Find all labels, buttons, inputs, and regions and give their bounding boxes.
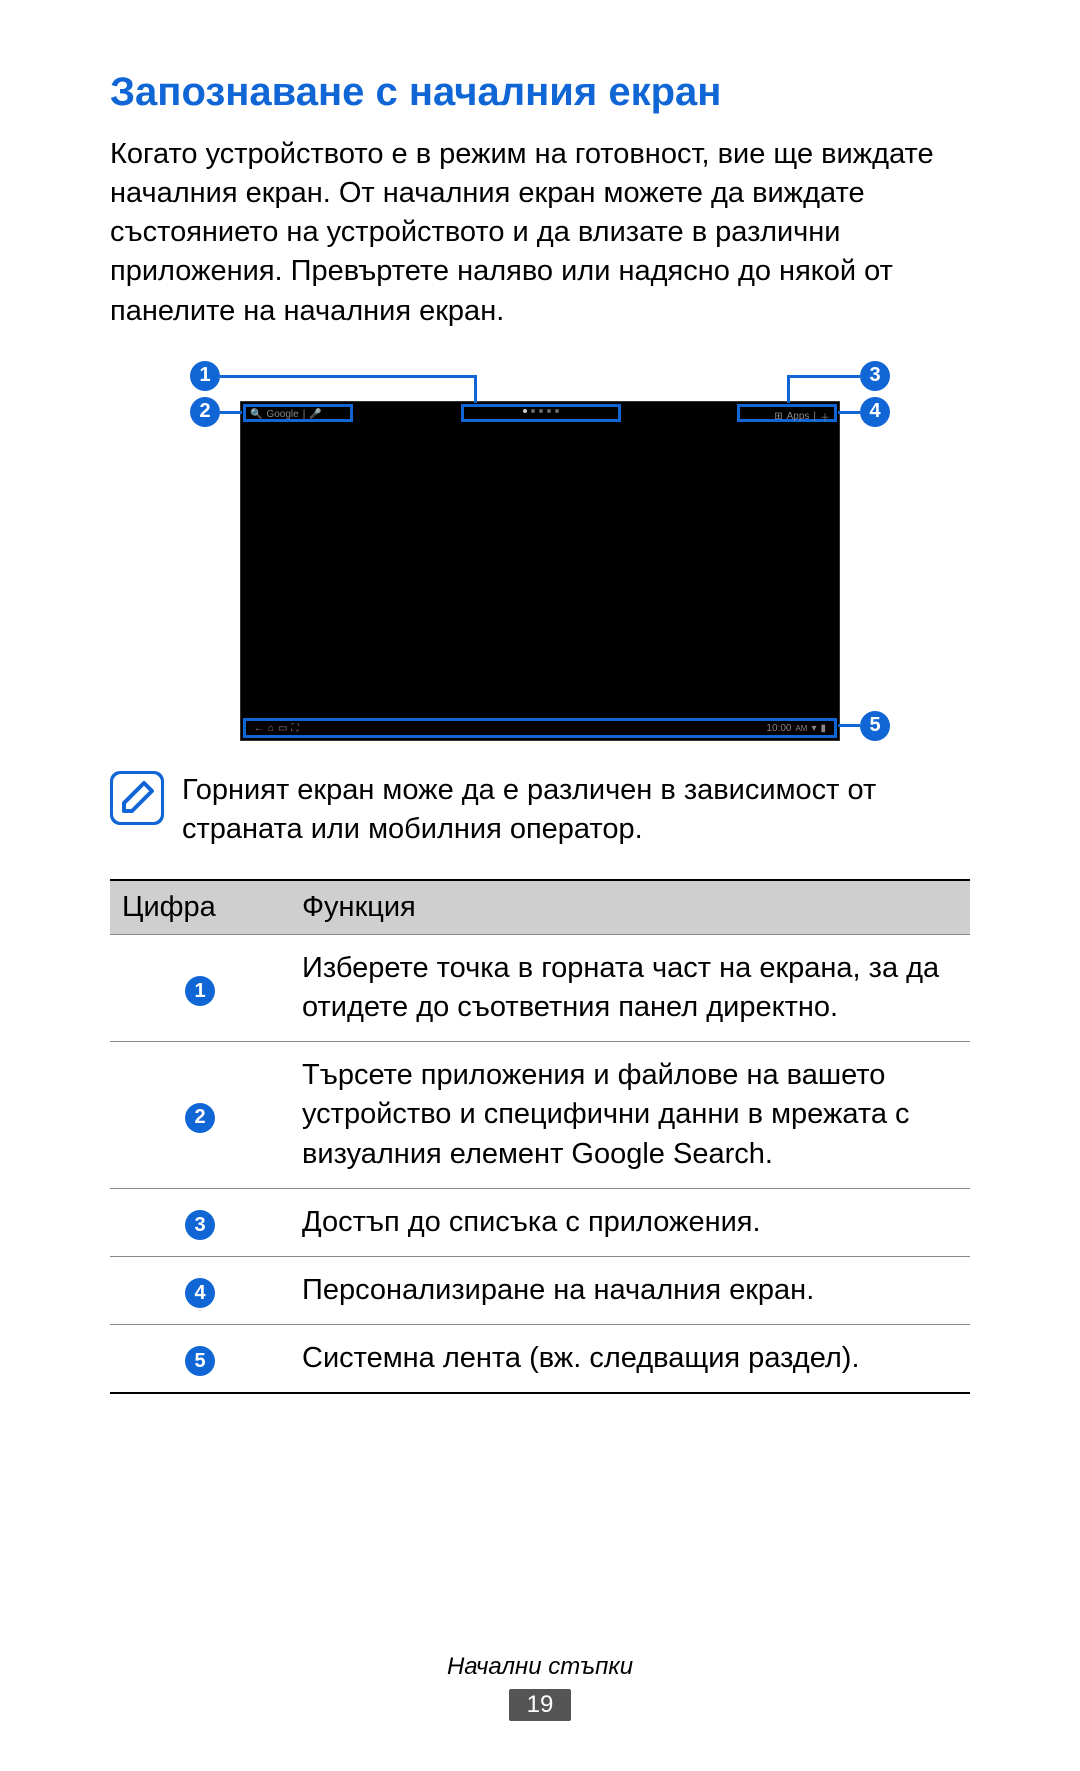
row-text: Достъп до списъка с приложения. (290, 1188, 970, 1256)
callout-number-5: 5 (860, 711, 890, 741)
page-footer: Начални стъпки 19 (0, 1653, 1080, 1721)
search-icon: 🔍 (250, 409, 262, 420)
battery-icon: ▮ (820, 723, 826, 734)
home-icon: ⌂ (268, 723, 274, 734)
function-table: Цифра Функция 1 Изберете точка в горната… (110, 879, 970, 1394)
table-row: 4 Персонализиране на началния екран. (110, 1256, 970, 1324)
note-block: Горният екран може да е различен в завис… (110, 771, 970, 849)
note-text: Горният екран може да е различен в завис… (182, 771, 970, 849)
row-text: Изберете точка в горната част на екрана,… (290, 934, 970, 1041)
table-header-func: Функция (290, 880, 970, 935)
row-number-1: 1 (185, 976, 215, 1006)
table-header-num: Цифра (110, 880, 290, 935)
table-row: 1 Изберете точка в горната част на екран… (110, 934, 970, 1041)
footer-section-name: Начални стъпки (0, 1653, 1080, 1681)
row-text: Персонализиране на началния екран. (290, 1256, 970, 1324)
callout-number-4: 4 (860, 397, 890, 427)
row-number-5: 5 (185, 1346, 215, 1376)
callout-target-1 (461, 404, 621, 422)
page-number: 19 (509, 1689, 572, 1721)
screenshot-icon: ⛶ (292, 723, 299, 734)
mic-icon: 🎤 (309, 409, 321, 420)
row-text: Системна лента (вж. следващия раздел). (290, 1324, 970, 1393)
back-icon: ← (254, 723, 264, 734)
row-number-3: 3 (185, 1210, 215, 1240)
recent-icon: ▭ (278, 723, 287, 734)
note-icon (110, 771, 164, 825)
row-number-2: 2 (185, 1103, 215, 1133)
callout-number-1: 1 (190, 361, 220, 391)
callout-target-5: ← ⌂ ▭ ⛶ 10:00 AM ▾ ▮ (243, 718, 837, 738)
page-heading: Запознаване с началния екран (110, 70, 970, 115)
annotated-figure: 🔍Google|🎤 ⊞Apps|＋ ← ⌂ ▭ ⛶ 10:00 AM ▾ ▮ 1… (160, 361, 920, 741)
table-row: 2 Търсете приложения и файлове на вашето… (110, 1042, 970, 1188)
callout-number-2: 2 (190, 397, 220, 427)
table-row: 5 Системна лента (вж. следващия раздел). (110, 1324, 970, 1393)
callout-target-2: 🔍Google|🎤 (243, 404, 353, 422)
table-row: 3 Достъп до списъка с приложения. (110, 1188, 970, 1256)
callout-target-3-4: ⊞Apps|＋ (737, 404, 837, 422)
apps-grid-icon: ⊞ (774, 411, 782, 422)
intro-paragraph: Когато устройството е в режим на готовно… (110, 135, 970, 331)
callout-number-3: 3 (860, 361, 890, 391)
row-text: Търсете приложения и файлове на вашето у… (290, 1042, 970, 1188)
row-number-4: 4 (185, 1278, 215, 1308)
wifi-icon: ▾ (811, 723, 816, 734)
plus-icon: ＋ (820, 409, 830, 424)
device-screenshot: 🔍Google|🎤 ⊞Apps|＋ ← ⌂ ▭ ⛶ 10:00 AM ▾ ▮ (240, 401, 840, 741)
